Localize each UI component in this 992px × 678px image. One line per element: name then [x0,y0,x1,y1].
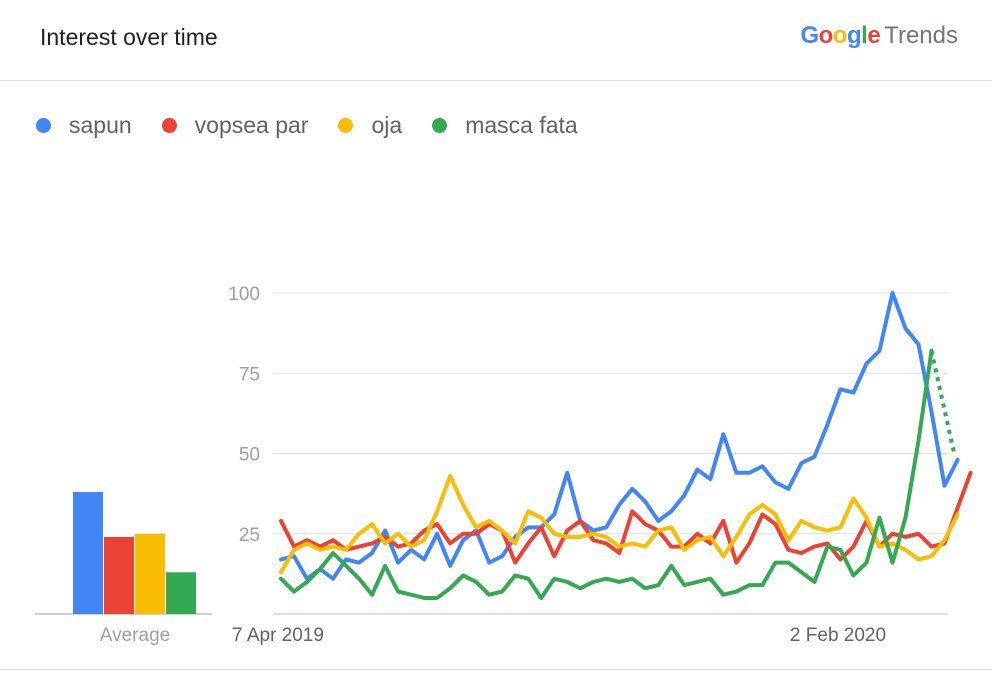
y-tick-label: 50 [239,445,260,466]
series-line-masca-fata [279,348,934,600]
x-tick-label: 7 Apr 2019 [232,625,324,646]
average-bar-masca-fata [166,572,196,614]
trends-wordmark: Trends [884,22,958,49]
google-letter: l [861,22,868,49]
legend-label-masca-fata: masca fata [465,112,578,138]
legend-label-vopsea-par: vopsea par [194,112,309,138]
series-line-vopsea-par [279,470,973,565]
legend-item-vopsea-par[interactable]: vopsea par [161,112,309,139]
y-tick-label: 100 [228,284,260,305]
header: Interest over time Google Trends [0,0,992,81]
series-line-sapun [279,291,960,581]
legend-dot-vopsea-par [161,118,177,133]
google-letter: e [867,22,881,49]
average-bar-vopsea-par [104,536,134,614]
series-line-oja [279,473,960,575]
google-letter: g [846,22,862,49]
legend: sapun vopsea par oja masca fata [36,112,608,139]
legend-dot-sapun [36,118,51,133]
legend-item-masca-fata[interactable]: masca fata [432,112,578,139]
google-wordmark: Google [800,22,880,49]
legend-label-oja: oja [371,112,403,138]
legend-label-sapun: sapun [69,112,132,138]
google-letter: o [818,22,834,49]
average-label: Average [100,625,170,646]
y-tick-label: 25 [239,525,260,546]
legend-item-oja[interactable]: oja [338,112,402,139]
page-title: Interest over time [40,24,218,50]
footer-divider [0,669,992,670]
google-letter: o [832,22,848,49]
x-tick-label: 2 Feb 2020 [790,625,886,646]
legend-item-sapun[interactable]: sapun [36,112,132,139]
google-letter: G [800,22,819,49]
average-bar-oja [135,533,165,614]
google-trends-logo[interactable]: Google Trends [800,22,958,50]
y-tick-label: 75 [239,364,260,385]
legend-dot-masca-fata [432,118,448,133]
average-bar-sapun [73,492,103,614]
legend-dot-oja [338,118,354,133]
